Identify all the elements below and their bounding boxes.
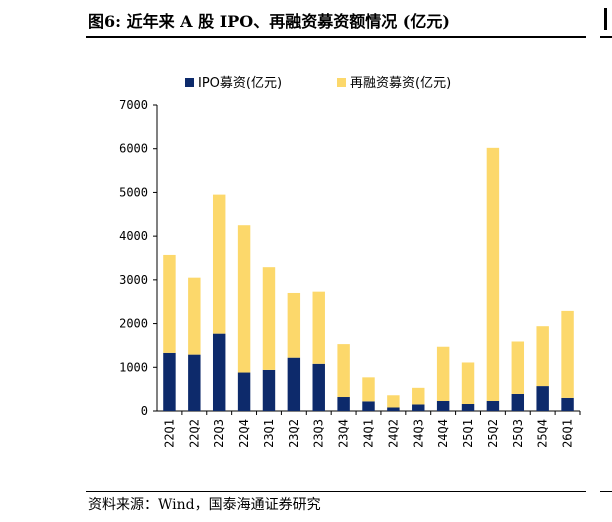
x-tick-label: 22Q4 (237, 419, 251, 448)
title-divider (86, 36, 586, 38)
bar-refinancing-24Q4 (436, 346, 450, 401)
adjacent-figure-rule-bottom (600, 491, 612, 492)
x-tick-label: 25Q4 (536, 419, 550, 448)
bar-ipo-23Q2 (287, 357, 301, 411)
chart-title: 图6: 近年来 A 股 IPO、再融资募资额情况 (亿元) (88, 12, 450, 31)
x-tick-label: 23Q4 (337, 419, 351, 448)
x-tick-label: 24Q2 (386, 419, 400, 448)
bar-refinancing-22Q1 (163, 254, 176, 353)
legend-swatch-refinancing (337, 78, 346, 87)
bar-refinancing-25Q4 (536, 326, 549, 387)
bar-ipo-23Q3 (312, 363, 325, 411)
y-tick-label: 4000 (119, 229, 148, 243)
bar-ipo-22Q3 (212, 333, 226, 411)
y-tick-label: 5000 (119, 185, 148, 199)
bar-ipo-26Q1 (561, 397, 574, 411)
y-tick-label: 6000 (119, 142, 148, 156)
bar-ipo-22Q4 (237, 372, 251, 411)
bar-ipo-25Q1 (461, 404, 475, 411)
x-tick-label: 25Q2 (486, 419, 500, 448)
bar-refinancing-25Q2 (486, 147, 500, 401)
bar-refinancing-23Q4 (337, 344, 350, 398)
bar-ipo-22Q2 (188, 354, 201, 411)
x-tick-label: 23Q1 (262, 419, 276, 448)
bar-refinancing-25Q3 (511, 341, 525, 394)
bar-refinancing-25Q1 (461, 362, 475, 405)
bar-refinancing-22Q2 (188, 277, 201, 355)
bar-refinancing-22Q3 (212, 194, 226, 334)
bar-refinancing-26Q1 (561, 310, 574, 398)
bar-refinancing-23Q2 (287, 292, 301, 358)
adjacent-figure-rule-top (600, 36, 612, 38)
x-tick-label: 24Q1 (362, 419, 376, 448)
bar-refinancing-24Q1 (362, 377, 375, 402)
bar-ipo-23Q1 (262, 369, 276, 411)
legend-swatch-ipo (185, 78, 194, 87)
bar-ipo-25Q3 (511, 393, 525, 411)
adjacent-figure-edge (604, 8, 607, 30)
x-tick-label: 25Q3 (511, 419, 525, 448)
y-tick-label: 2000 (119, 317, 148, 331)
bar-ipo-24Q3 (412, 404, 425, 411)
legend-label-ipo: IPO募资(亿元) (198, 76, 282, 91)
bar-refinancing-24Q3 (412, 387, 425, 405)
y-tick-label: 7000 (119, 98, 148, 112)
source-note: 资料来源：Wind，国泰海通证券研究 (88, 497, 321, 513)
bar-ipo-24Q1 (362, 401, 375, 411)
legend-label-refinancing: 再融资募资(亿元) (350, 76, 451, 91)
y-tick-label: 0 (141, 404, 148, 418)
bar-ipo-24Q2 (387, 407, 400, 411)
x-tick-label: 23Q3 (312, 419, 326, 448)
bar-refinancing-22Q4 (237, 225, 251, 373)
x-tick-label: 22Q3 (212, 419, 226, 448)
bar-refinancing-23Q1 (262, 267, 276, 370)
x-tick-label: 25Q1 (461, 419, 475, 448)
y-tick-label: 1000 (119, 360, 148, 374)
bar-ipo-23Q4 (337, 397, 350, 411)
x-tick-label: 26Q1 (561, 419, 575, 448)
x-tick-label: 23Q2 (287, 419, 301, 448)
bar-refinancing-23Q3 (312, 291, 325, 364)
x-tick-label: 24Q3 (411, 419, 425, 448)
x-tick-label: 22Q1 (162, 419, 176, 448)
source-divider (86, 491, 586, 492)
x-tick-label: 24Q4 (436, 419, 450, 448)
bar-ipo-24Q4 (436, 400, 450, 411)
y-tick-label: 3000 (119, 273, 148, 287)
bar-refinancing-24Q2 (387, 395, 400, 408)
x-tick-label: 22Q2 (187, 419, 201, 448)
bar-ipo-22Q1 (163, 352, 176, 411)
bar-ipo-25Q4 (536, 386, 549, 411)
bar-ipo-25Q2 (486, 400, 500, 411)
